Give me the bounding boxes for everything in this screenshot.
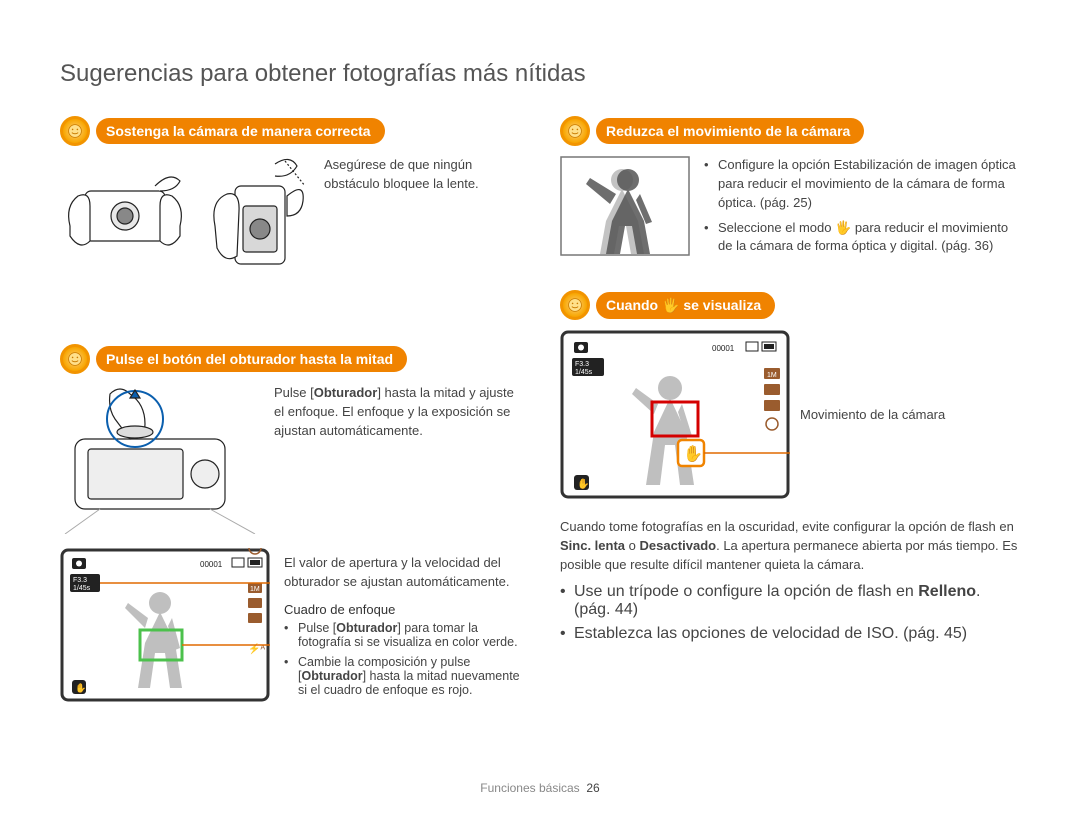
section-header: Pulse el botón del obturador hasta la mi…	[60, 344, 520, 374]
focus-heading: Cuadro de enfoque	[284, 602, 520, 617]
svg-text:⚡ᴬ: ⚡ᴬ	[248, 642, 265, 655]
svg-text:✋: ✋	[577, 477, 589, 490]
hold-camera-illustration	[60, 156, 310, 316]
section-half-press: Pulse el botón del obturador hasta la mi…	[60, 344, 520, 703]
counter: 00001	[712, 344, 735, 353]
auto-line: El valor de apertura y la velocidad del …	[284, 554, 520, 592]
list-item: Cambie la composición y pulse [Obturador…	[284, 655, 520, 697]
reduce-body: Configure la opción Estabilización de im…	[560, 156, 1020, 262]
fnumber: F3.3	[575, 361, 589, 368]
hold-text: Asegúrese de que ningún obstáculo bloque…	[324, 156, 520, 316]
counter: 00001	[200, 560, 223, 569]
text: Pulse [	[274, 385, 314, 400]
bold: Obturador	[301, 669, 362, 683]
bold: Obturador	[314, 385, 378, 400]
bold: Sinc. lenta	[560, 538, 625, 553]
section-title-pill: Cuando 🖐 se visualiza	[596, 292, 775, 319]
left-column: Sostenga la cámara de manera correcta	[60, 116, 520, 731]
footer-label: Funciones básicas	[480, 781, 579, 795]
smiley-sun-icon	[560, 116, 590, 146]
text: o	[625, 538, 639, 553]
focus-bullets: Pulse [Obturador] para tomar la fotograf…	[284, 621, 520, 697]
bold: Desactivado	[640, 538, 717, 553]
screen-callout-text: El valor de apertura y la velocidad del …	[284, 548, 520, 703]
content-columns: Sostenga la cámara de manera correcta	[60, 116, 1020, 731]
list-item: Pulse [Obturador] para tomar la fotograf…	[284, 621, 520, 649]
section-title-pill: Reduzca el movimiento de la cámara	[596, 118, 864, 144]
shutter: 1/45s	[575, 369, 593, 376]
lcd-screen-green-focus: 00001 F3.3 1/45s	[60, 548, 270, 703]
half-press-illustration	[60, 384, 260, 534]
section-header: Sostenga la cámara de manera correcta	[60, 116, 520, 146]
page-footer: Funciones básicas 26	[0, 781, 1080, 795]
section-body: Asegúrese de que ningún obstáculo bloque…	[60, 156, 520, 316]
when-paragraph: Cuando tome fotografías en la oscuridad,…	[560, 518, 1020, 575]
page-title: Sugerencias para obtener fotografías más…	[60, 60, 1020, 88]
fnumber: F3.3	[73, 577, 87, 584]
lcd-screen-shake-icon: 00001 F3.3 1/45s	[560, 330, 790, 500]
text: Cuando tome fotografías en la oscuridad,…	[560, 519, 1014, 534]
when-bullets: Use un trípode o configure la opción de …	[560, 583, 1020, 643]
list-item: Use un trípode o configure la opción de …	[560, 583, 1020, 619]
text: Use un trípode o configure la opción de …	[574, 583, 918, 600]
shake-callout-label: Movimiento de la cámara	[800, 406, 945, 425]
section-when-icon: Cuando 🖐 se visualiza 00001 F3.3 1	[560, 290, 1020, 643]
text: Pulse [	[298, 621, 336, 635]
bold: Obturador	[336, 621, 397, 635]
screen-with-callouts: 00001 F3.3 1/45s	[60, 548, 520, 703]
footer-page-number: 26	[586, 781, 599, 795]
section-title-pill: Sostenga la cámara de manera correcta	[96, 118, 385, 144]
section-reduce-shake: Reduzca el movimiento de la cámara	[560, 116, 1020, 262]
reduce-bullets: Configure la opción Estabilización de im…	[704, 156, 1020, 262]
svg-text:1M: 1M	[250, 586, 260, 593]
half-press-intro: Pulse [Obturador] hasta la mitad y ajust…	[274, 384, 520, 534]
bold: Relleno	[918, 583, 976, 600]
svg-text:✋: ✋	[75, 682, 86, 693]
blurry-person-illustration	[560, 156, 690, 256]
section-hold-camera: Sostenga la cámara de manera correcta	[60, 116, 520, 316]
section-header: Reduzca el movimiento de la cámara	[560, 116, 1020, 146]
list-item: Configure la opción Estabilización de im…	[704, 156, 1020, 213]
half-press-body: Pulse [Obturador] hasta la mitad y ajust…	[60, 384, 520, 534]
smiley-sun-icon	[60, 116, 90, 146]
svg-text:1M: 1M	[767, 372, 777, 379]
when-screen-row: 00001 F3.3 1/45s	[560, 330, 1020, 500]
list-item: Establezca las opciones de velocidad de …	[560, 625, 1020, 643]
smiley-sun-icon	[560, 290, 590, 320]
section-title-pill: Pulse el botón del obturador hasta la mi…	[96, 346, 407, 372]
svg-text:✋: ✋	[683, 444, 703, 463]
section-header: Cuando 🖐 se visualiza	[560, 290, 1020, 320]
shutter: 1/45s	[73, 585, 91, 592]
list-item: Seleccione el modo 🖐 para reducir el mov…	[704, 219, 1020, 257]
text: Seleccione el modo 🖐 para reducir el mov…	[718, 220, 1008, 254]
right-column: Reduzca el movimiento de la cámara	[560, 116, 1020, 731]
smiley-sun-icon	[60, 344, 90, 374]
